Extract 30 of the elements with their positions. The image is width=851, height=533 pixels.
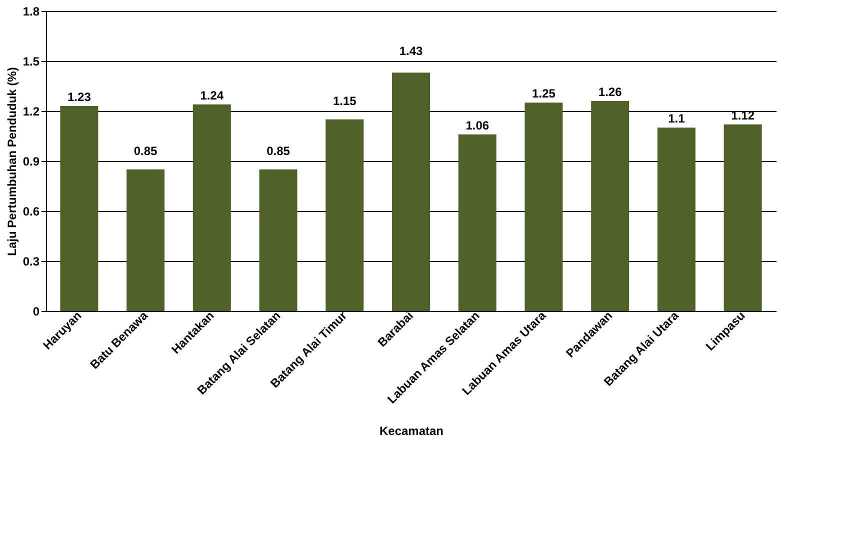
data-label: 1.25 xyxy=(532,86,556,101)
bar xyxy=(126,169,165,311)
data-label: 1.43 xyxy=(399,44,423,58)
data-label: 0.85 xyxy=(266,144,290,158)
y-tick-label: 0 xyxy=(32,304,40,318)
y-tick-label: 0.3 xyxy=(22,254,40,268)
data-label: 0.85 xyxy=(134,144,158,158)
y-tick-label: 0.9 xyxy=(22,154,40,168)
bar xyxy=(524,102,563,311)
y-tick-label: 1.5 xyxy=(22,54,40,68)
x-axis-title: Kecamatan xyxy=(379,424,444,438)
bar xyxy=(591,101,630,311)
bar xyxy=(192,104,231,311)
bar xyxy=(259,169,298,311)
bar xyxy=(724,124,762,311)
data-label: 1.26 xyxy=(598,85,622,99)
bar xyxy=(657,128,696,311)
bar xyxy=(458,134,496,311)
data-label: 1.06 xyxy=(466,118,490,132)
bar xyxy=(392,72,430,311)
y-tick-label: 0.6 xyxy=(22,204,40,218)
bar xyxy=(60,106,98,311)
data-label: 1.15 xyxy=(332,94,357,108)
y-tick-label: 1.8 xyxy=(22,4,40,18)
data-label: 1.24 xyxy=(200,88,224,102)
bar xyxy=(326,119,364,311)
data-label: 1.23 xyxy=(68,90,92,104)
data-label: 1.1 xyxy=(668,112,686,126)
y-tick-label: 1.2 xyxy=(22,104,40,118)
y-axis-title: Laju Pertumbuhan Penduduk (%) xyxy=(4,67,19,256)
